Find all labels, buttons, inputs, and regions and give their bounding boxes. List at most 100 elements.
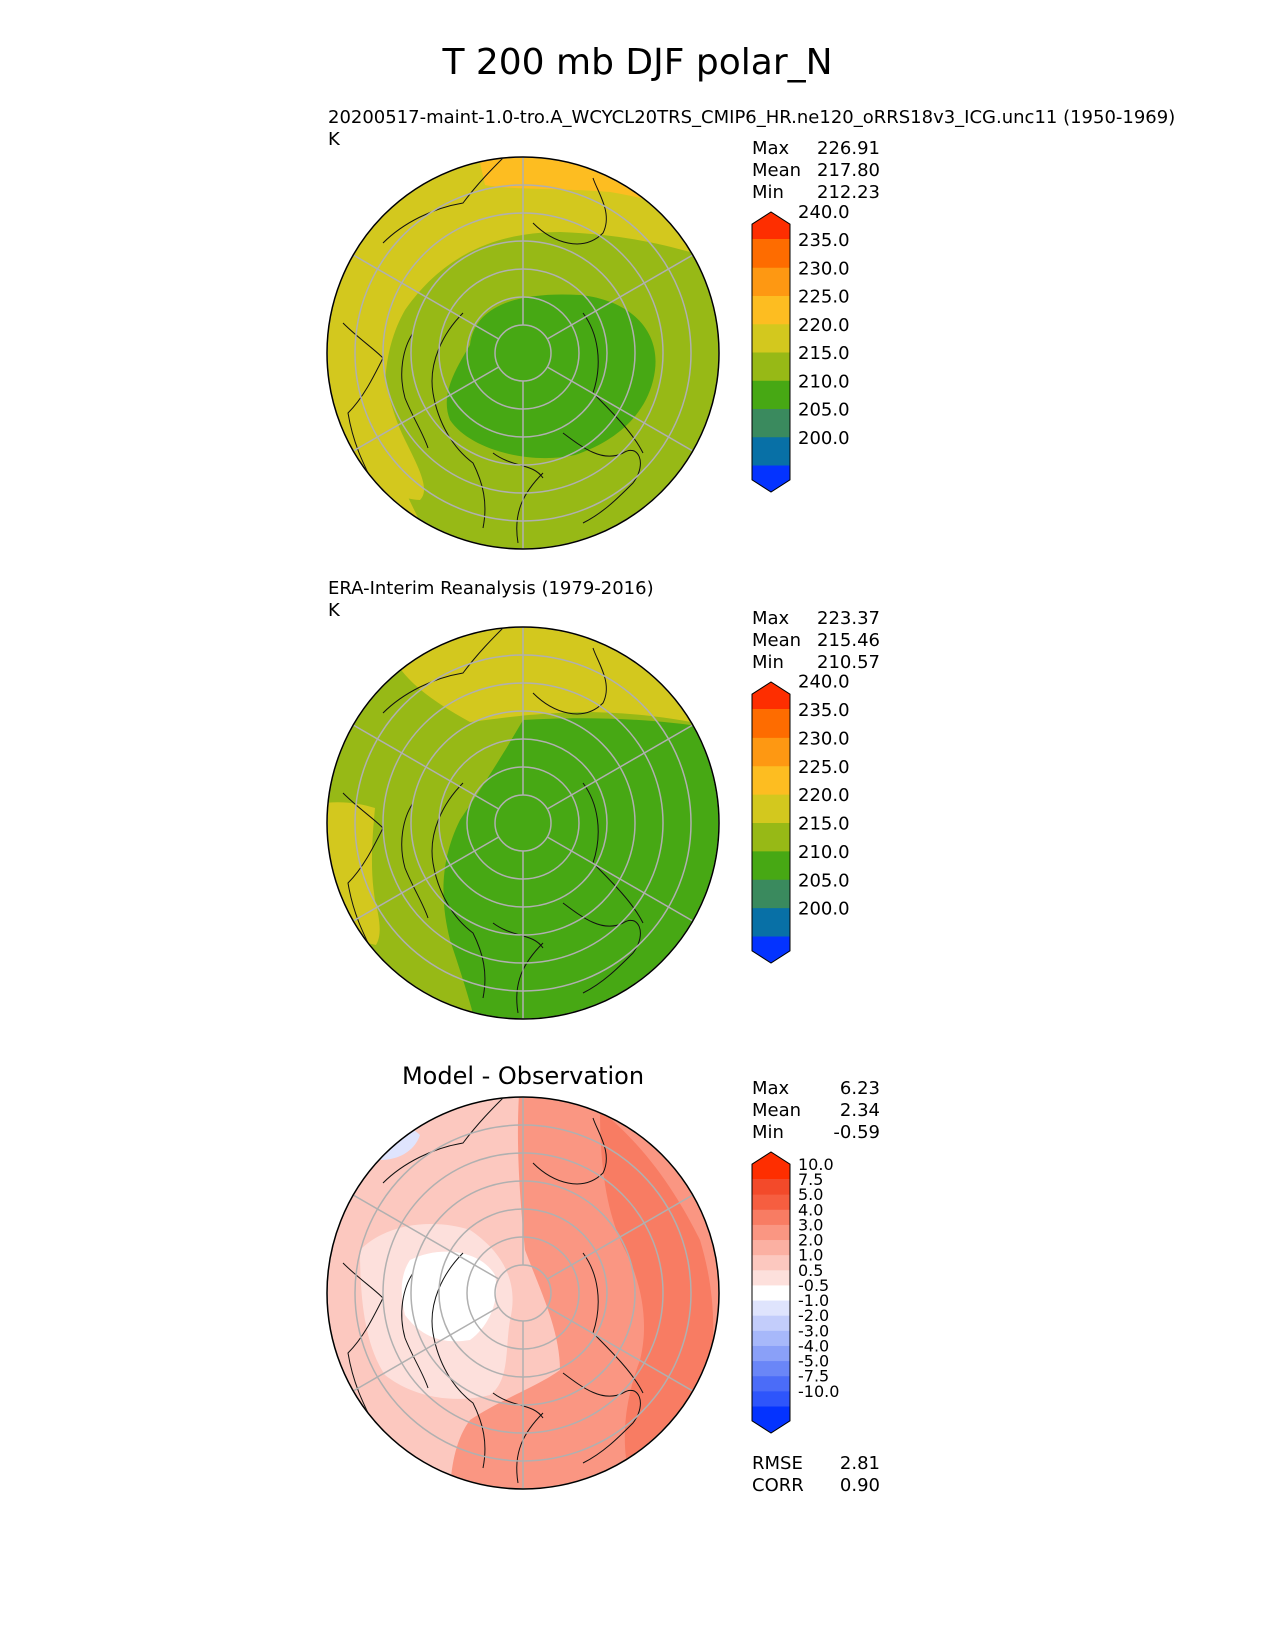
colorbar-outline (751, 1151, 791, 1434)
coastline (516, 472, 544, 544)
stat-mean-label: Mean (752, 160, 802, 181)
colorbar-tick-label: -1.0 (798, 1291, 829, 1310)
colorbar-tick-label: -7.5 (798, 1367, 829, 1386)
colorbar-tick-label: 235.0 (798, 230, 850, 251)
panel1-map (327, 157, 719, 549)
colorbar-tick-label: 235.0 (798, 700, 850, 721)
colorbar-swatch (752, 1239, 790, 1256)
stat-min-label: Min (752, 1122, 784, 1143)
coastline (382, 1097, 504, 1184)
colorbar-swatch (752, 1269, 790, 1286)
colorbar-swatch (752, 239, 790, 268)
colorbar-swatch (752, 352, 790, 381)
stat-min: 210.57 (817, 652, 880, 673)
colorbar-swatch (752, 267, 790, 296)
colorbar-tick-label: 215.0 (798, 814, 850, 835)
colorbar-tick-label: 240.0 (798, 202, 850, 223)
colorbar-tick-label: 7.5 (798, 1170, 823, 1189)
colorbar-outline (751, 211, 791, 493)
colorbar-swatch (752, 737, 790, 767)
colorbar-swatch (752, 1330, 790, 1346)
colorbar-tick-label: 4.0 (798, 1200, 823, 1219)
colorbar-swatch (752, 822, 790, 852)
metric-rmse: 2.81 (839, 1453, 880, 1474)
stat-max: 6.23 (839, 1078, 880, 1099)
colorbar-swatch (752, 1254, 790, 1271)
panel1-units: K (328, 129, 340, 150)
colorbar-tick-label: 5.0 (798, 1185, 823, 1204)
colorbar-swatch (752, 380, 790, 409)
colorbar-tick-label: 210.0 (798, 842, 850, 863)
colorbar-tick-label: 230.0 (798, 258, 850, 279)
colorbar-extension-high (752, 212, 790, 239)
colorbar-swatch (752, 794, 790, 823)
colorbar-extension-high (752, 682, 790, 709)
coastline (562, 902, 641, 994)
map-outline (326, 626, 720, 1020)
panel3-stats: Max 6.23 Mean 2.34 Min -0.59 (752, 1078, 880, 1144)
region-north-pacific-band (327, 157, 719, 549)
stat-min: 212.23 (817, 182, 880, 203)
colorbar-tick-label: -3.0 (798, 1321, 829, 1340)
colorbar-swatch (752, 1209, 790, 1225)
coastline (562, 432, 641, 524)
panel3-title: Model - Observation (401, 1062, 645, 1090)
colorbar-tick-label: 230.0 (798, 728, 850, 749)
colorbar-swatch (752, 850, 790, 880)
meridian-line (344, 1189, 500, 1280)
colorbar-swatch (752, 1390, 790, 1407)
panel3-map (327, 1097, 719, 1489)
colorbar-tick-label: 200.0 (798, 899, 850, 920)
colorbar-swatch (752, 709, 790, 738)
stat-max: 223.37 (817, 608, 880, 629)
stat-max: 226.91 (817, 138, 880, 159)
colorbar-tick-label: 215.0 (798, 343, 850, 364)
meridian-line (546, 836, 702, 927)
region-atlantic-patch (327, 802, 380, 945)
panel2-overlay (327, 627, 719, 1019)
colorbar-outline (751, 681, 791, 964)
stat-mean-label: Mean (752, 630, 802, 651)
meridian-line (546, 719, 702, 810)
colorbar-swatch (752, 907, 790, 937)
colorbar-tick-label: 220.0 (798, 785, 850, 806)
colorbar-tick-label: 210.0 (798, 371, 850, 392)
coastline (532, 647, 607, 715)
stat-max-label: Max (752, 608, 790, 629)
colorbar-tick-label: 205.0 (798, 400, 850, 421)
colorbar-swatch (752, 1194, 790, 1210)
panel3-overlay (327, 1097, 719, 1489)
coastline (532, 177, 607, 245)
coastline (342, 1262, 384, 1424)
colorbar-swatch (752, 1224, 790, 1241)
coastline (401, 1272, 429, 1389)
colorbar-extension-low (752, 1406, 790, 1433)
panel2-title: ERA-Interim Reanalysis (1979-2016) (328, 578, 654, 599)
coastline (342, 792, 384, 954)
stat-max-label: Max (752, 138, 790, 159)
panel3-colorbar: -10.0-7.5-5.0-4.0-3.0-2.0-1.0-0.50.51.02… (751, 1151, 839, 1434)
colorbar-swatch (752, 765, 790, 795)
colorbar-swatch (752, 1345, 790, 1362)
colorbar-tick-label: 1.0 (798, 1246, 823, 1265)
coastline (401, 332, 429, 449)
panel3-metrics: RMSE 2.81 CORR 0.90 (752, 1453, 880, 1497)
colorbar-tick-label: 225.0 (798, 757, 850, 778)
colorbar-swatch (752, 1375, 790, 1392)
colorbar-tick-label: 0.5 (798, 1261, 823, 1280)
meridian-line (344, 1306, 500, 1397)
colorbar-tick-label: -10.0 (798, 1382, 839, 1401)
page-title: T 200 mb DJF polar_N (442, 42, 833, 83)
panel2-stats: Max 223.37 Mean 215.46 Min 210.57 (752, 608, 880, 674)
colorbar-tick-label: -0.5 (798, 1276, 829, 1295)
colorbar-tick-label: 220.0 (798, 315, 850, 336)
panel2-colorbar: 200.0 205.0 210.0 215.0 220.0 225.0 230.0 235.0… (751, 672, 850, 964)
stat-min-label: Min (752, 652, 784, 673)
meridian-line (344, 836, 500, 927)
meridian-line (344, 366, 500, 457)
colorbar-tick-label: 200.0 (798, 428, 850, 449)
metric-corr-label: CORR (752, 1475, 804, 1496)
metric-corr: 0.90 (839, 1475, 880, 1496)
panel1-title: 20200517-maint-1.0-tro.A_WCYCL20TRS_CMIP… (328, 107, 1176, 128)
